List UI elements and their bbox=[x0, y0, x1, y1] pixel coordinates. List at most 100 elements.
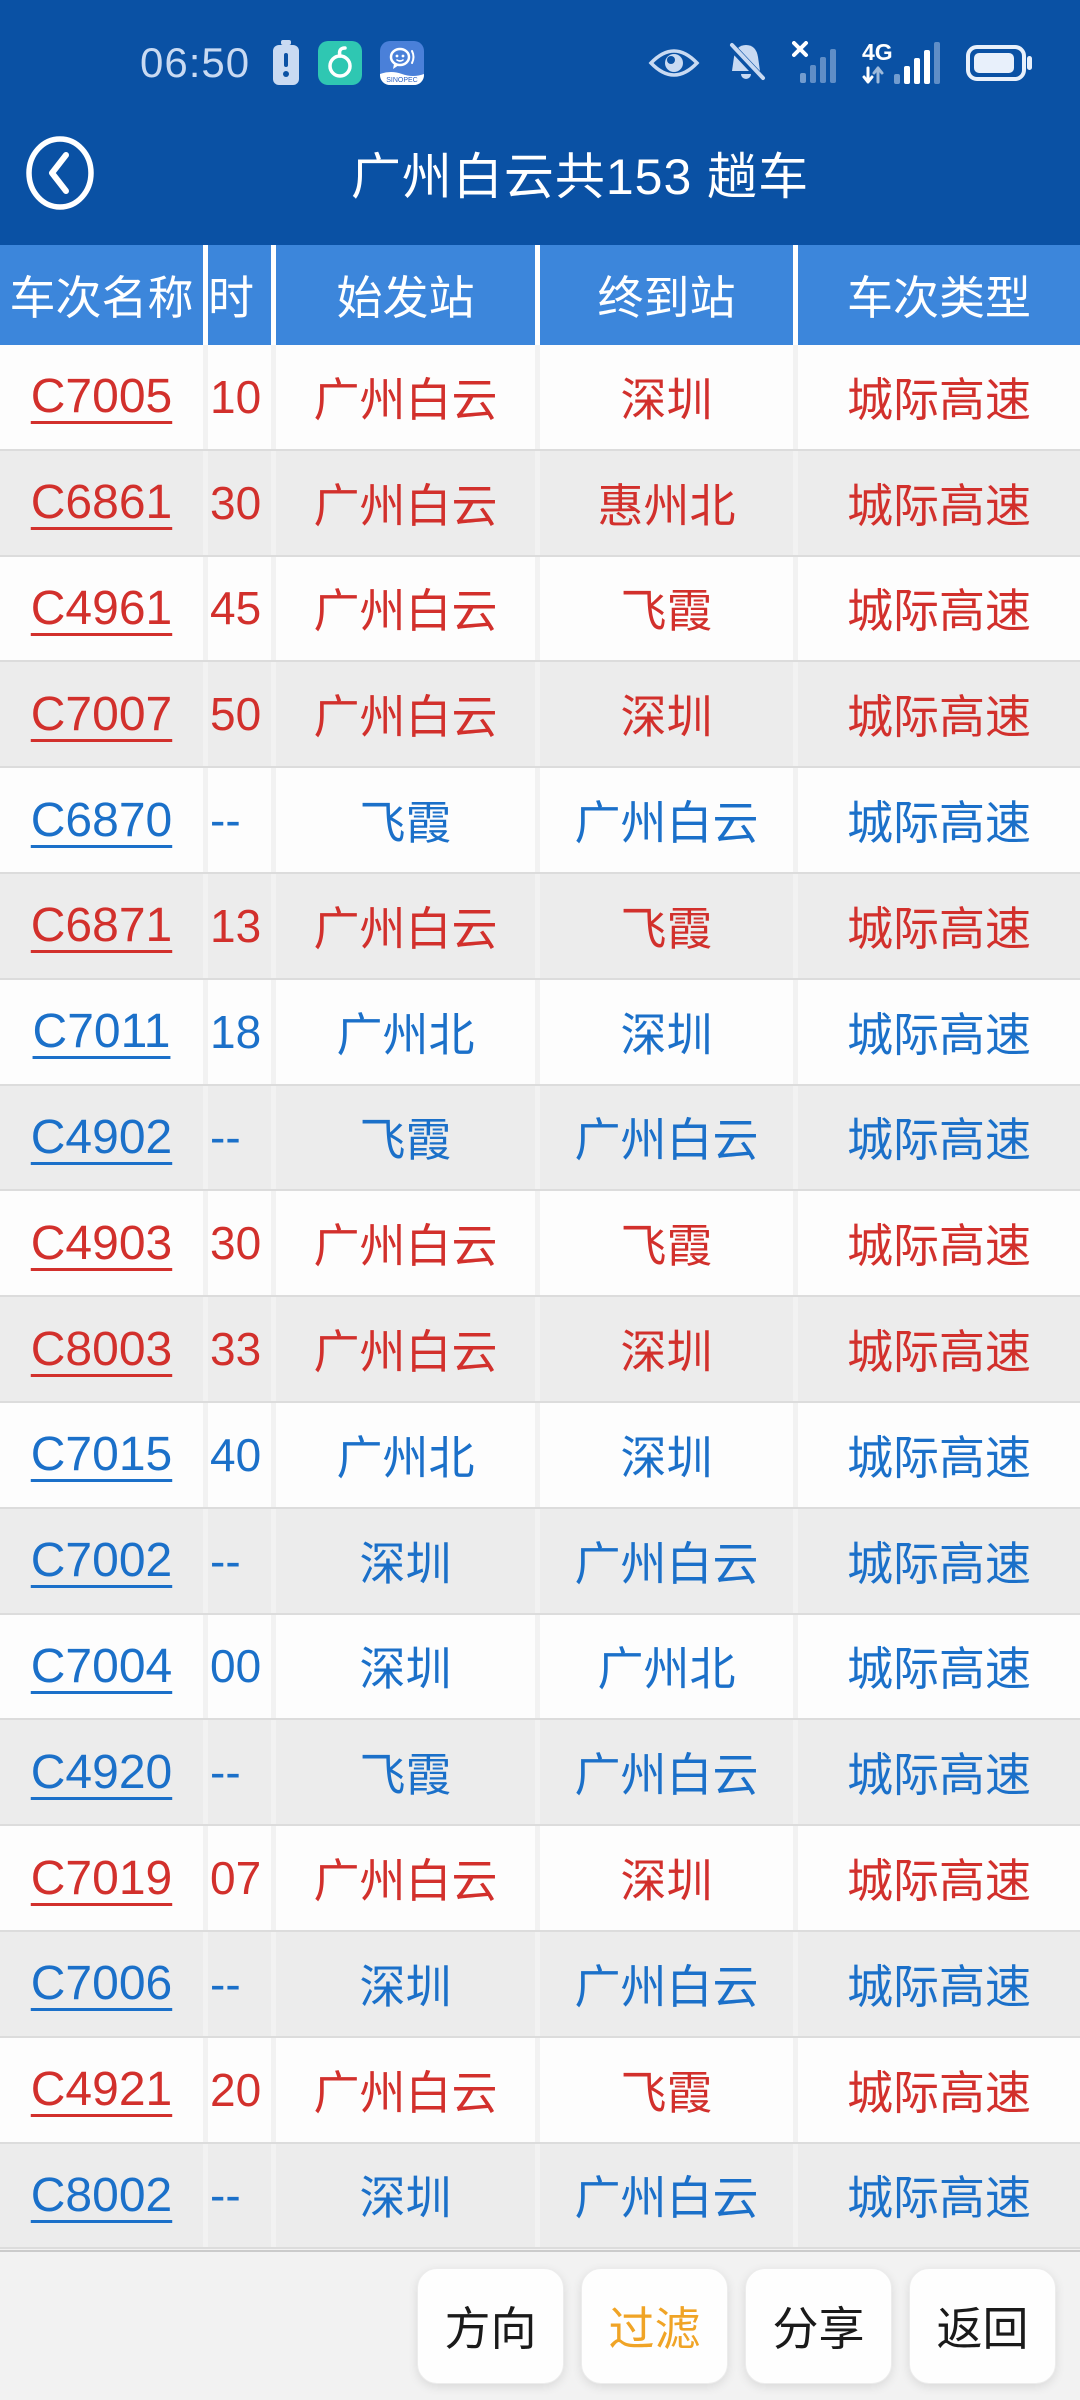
type-cell: 城际高速 bbox=[847, 1326, 1031, 1379]
table-row: C7011 18 广州北 深圳 城际高速 bbox=[0, 979, 1080, 1086]
train-number-link[interactable]: C4921 bbox=[30, 2063, 173, 2117]
table-row: C7019 07 广州白云 深圳 城际高速 bbox=[0, 1826, 1080, 1932]
train-number-link[interactable]: C7007 bbox=[30, 687, 173, 741]
type-cell: 城际高速 bbox=[847, 1008, 1031, 1061]
type-cell: 城际高速 bbox=[847, 1960, 1031, 2013]
train-table: C7005 10 广州白云 深圳 城际高速 C6861 30 广州白云 惠州北 … bbox=[0, 345, 1080, 2250]
destination-cell: 广州白云 bbox=[540, 1720, 798, 1825]
table-row: C8002 -- 深圳 广州白云 城际高速 bbox=[0, 2143, 1080, 2250]
table-row: C7006 -- 深圳 广州白云 城际高速 bbox=[0, 1931, 1080, 2038]
train-number-link[interactable]: C7002 bbox=[30, 1534, 173, 1588]
destination-cell: 广州白云 bbox=[540, 768, 798, 872]
return-button[interactable]: 返回 bbox=[909, 2268, 1056, 2384]
direction-button[interactable]: 方向 bbox=[417, 2268, 564, 2384]
column-header-type: 车次类型 bbox=[847, 272, 1031, 324]
type-cell: 城际高速 bbox=[847, 1537, 1031, 1590]
table-row: C4902 -- 飞霞 广州白云 城际高速 bbox=[0, 1085, 1080, 1192]
origin-cell: 深圳 bbox=[276, 1931, 540, 2036]
origin-cell: 广州白云 bbox=[276, 2037, 540, 2142]
table-row: C7007 50 广州白云 深圳 城际高速 bbox=[0, 662, 1080, 769]
time-cell: -- bbox=[208, 768, 276, 872]
type-cell: 城际高速 bbox=[847, 2066, 1031, 2119]
destination-cell: 飞霞 bbox=[540, 873, 798, 978]
train-number-link[interactable]: C7004 bbox=[30, 1639, 173, 1693]
time-cell: -- bbox=[208, 2143, 276, 2248]
time-cell: 10 bbox=[208, 345, 276, 449]
origin-cell: 飞霞 bbox=[276, 768, 540, 872]
train-number-link[interactable]: C7006 bbox=[30, 1957, 173, 2011]
svg-text:SINOPEC: SINOPEC bbox=[386, 77, 418, 84]
column-header-train: 车次名称 bbox=[0, 245, 208, 345]
svg-text:4G: 4G bbox=[862, 40, 893, 65]
origin-cell: 飞霞 bbox=[276, 1720, 540, 1825]
train-number-link[interactable]: C7015 bbox=[30, 1428, 173, 1482]
train-number-link[interactable]: C7005 bbox=[30, 370, 173, 424]
type-cell: 城际高速 bbox=[847, 1855, 1031, 1908]
type-cell: 城际高速 bbox=[847, 1643, 1031, 1696]
signal-no-service-icon bbox=[792, 41, 836, 83]
bottom-toolbar: 方向 过滤 分享 返回 bbox=[0, 2250, 1080, 2400]
origin-cell: 广州白云 bbox=[276, 662, 540, 767]
origin-cell: 广州白云 bbox=[276, 345, 540, 449]
destination-cell: 广州北 bbox=[540, 1614, 798, 1719]
table-row: C4903 30 广州白云 飞霞 城际高速 bbox=[0, 1191, 1080, 1298]
type-cell: 城际高速 bbox=[847, 585, 1031, 638]
train-number-link[interactable]: C4903 bbox=[30, 1216, 173, 1270]
train-number-link[interactable]: C6861 bbox=[30, 476, 173, 530]
table-row: C6871 13 广州白云 飞霞 城际高速 bbox=[0, 873, 1080, 980]
type-cell: 城际高速 bbox=[847, 691, 1031, 744]
train-number-link[interactable]: C8003 bbox=[30, 1322, 173, 1376]
time-cell: 50 bbox=[208, 662, 276, 767]
type-cell: 城际高速 bbox=[847, 479, 1031, 532]
type-cell: 城际高速 bbox=[847, 1431, 1031, 1484]
origin-cell: 广州白云 bbox=[276, 450, 540, 555]
back-button[interactable] bbox=[0, 135, 120, 210]
filter-button[interactable]: 过滤 bbox=[581, 2268, 728, 2384]
share-button[interactable]: 分享 bbox=[745, 2268, 892, 2384]
destination-cell: 飞霞 bbox=[540, 556, 798, 661]
type-cell: 城际高速 bbox=[847, 797, 1031, 850]
destination-cell: 惠州北 bbox=[540, 450, 798, 555]
time-cell: -- bbox=[208, 1931, 276, 2036]
origin-cell: 深圳 bbox=[276, 2143, 540, 2248]
nav-bar: 广州白云共153 趟车 bbox=[0, 100, 1080, 245]
table-row: C7002 -- 深圳 广州白云 城际高速 bbox=[0, 1508, 1080, 1615]
train-number-link[interactable]: C7011 bbox=[32, 1005, 171, 1059]
time-cell: 33 bbox=[208, 1297, 276, 1401]
train-number-link[interactable]: C8002 bbox=[30, 2168, 173, 2222]
table-row: C4921 20 广州白云 飞霞 城际高速 bbox=[0, 2037, 1080, 2144]
back-icon bbox=[26, 135, 94, 210]
battery-alert-icon bbox=[273, 40, 300, 85]
table-row: C6870 -- 飞霞 广州白云 城际高速 bbox=[0, 768, 1080, 874]
type-cell: 城际高速 bbox=[847, 2172, 1031, 2225]
train-number-link[interactable]: C6870 bbox=[30, 793, 173, 847]
table-row: C7005 10 广州白云 深圳 城际高速 bbox=[0, 345, 1080, 451]
destination-cell: 深圳 bbox=[540, 979, 798, 1084]
train-number-link[interactable]: C4920 bbox=[30, 1745, 173, 1799]
eye-icon bbox=[648, 49, 700, 77]
app-header: 06:50 bbox=[0, 0, 1080, 245]
table-row: C8003 33 广州白云 深圳 城际高速 bbox=[0, 1297, 1080, 1403]
network-4g-icon: 4G bbox=[862, 40, 940, 84]
destination-cell: 广州白云 bbox=[540, 1085, 798, 1190]
time-cell: 30 bbox=[208, 450, 276, 555]
origin-cell: 广州白云 bbox=[276, 1191, 540, 1296]
status-clock: 06:50 bbox=[140, 39, 251, 86]
table-header-row: 车次名称 时 始发站 终到站 车次类型 bbox=[0, 245, 1080, 345]
train-number-link[interactable]: C7019 bbox=[30, 1851, 173, 1905]
destination-cell: 飞霞 bbox=[540, 1191, 798, 1296]
origin-cell: 广州白云 bbox=[276, 1826, 540, 1930]
origin-cell: 广州白云 bbox=[276, 873, 540, 978]
train-number-link[interactable]: C6871 bbox=[30, 899, 173, 953]
time-cell: 13 bbox=[208, 873, 276, 978]
destination-cell: 广州白云 bbox=[540, 2143, 798, 2248]
table-row: C6861 30 广州白云 惠州北 城际高速 bbox=[0, 450, 1080, 557]
table-row: C4961 45 广州白云 飞霞 城际高速 bbox=[0, 556, 1080, 663]
train-number-link[interactable]: C4902 bbox=[30, 1110, 173, 1164]
train-number-link[interactable]: C4961 bbox=[30, 581, 173, 635]
time-cell: -- bbox=[208, 1720, 276, 1825]
origin-cell: 广州白云 bbox=[276, 556, 540, 661]
destination-cell: 广州白云 bbox=[540, 1508, 798, 1613]
alarm-app-icon bbox=[318, 41, 363, 85]
